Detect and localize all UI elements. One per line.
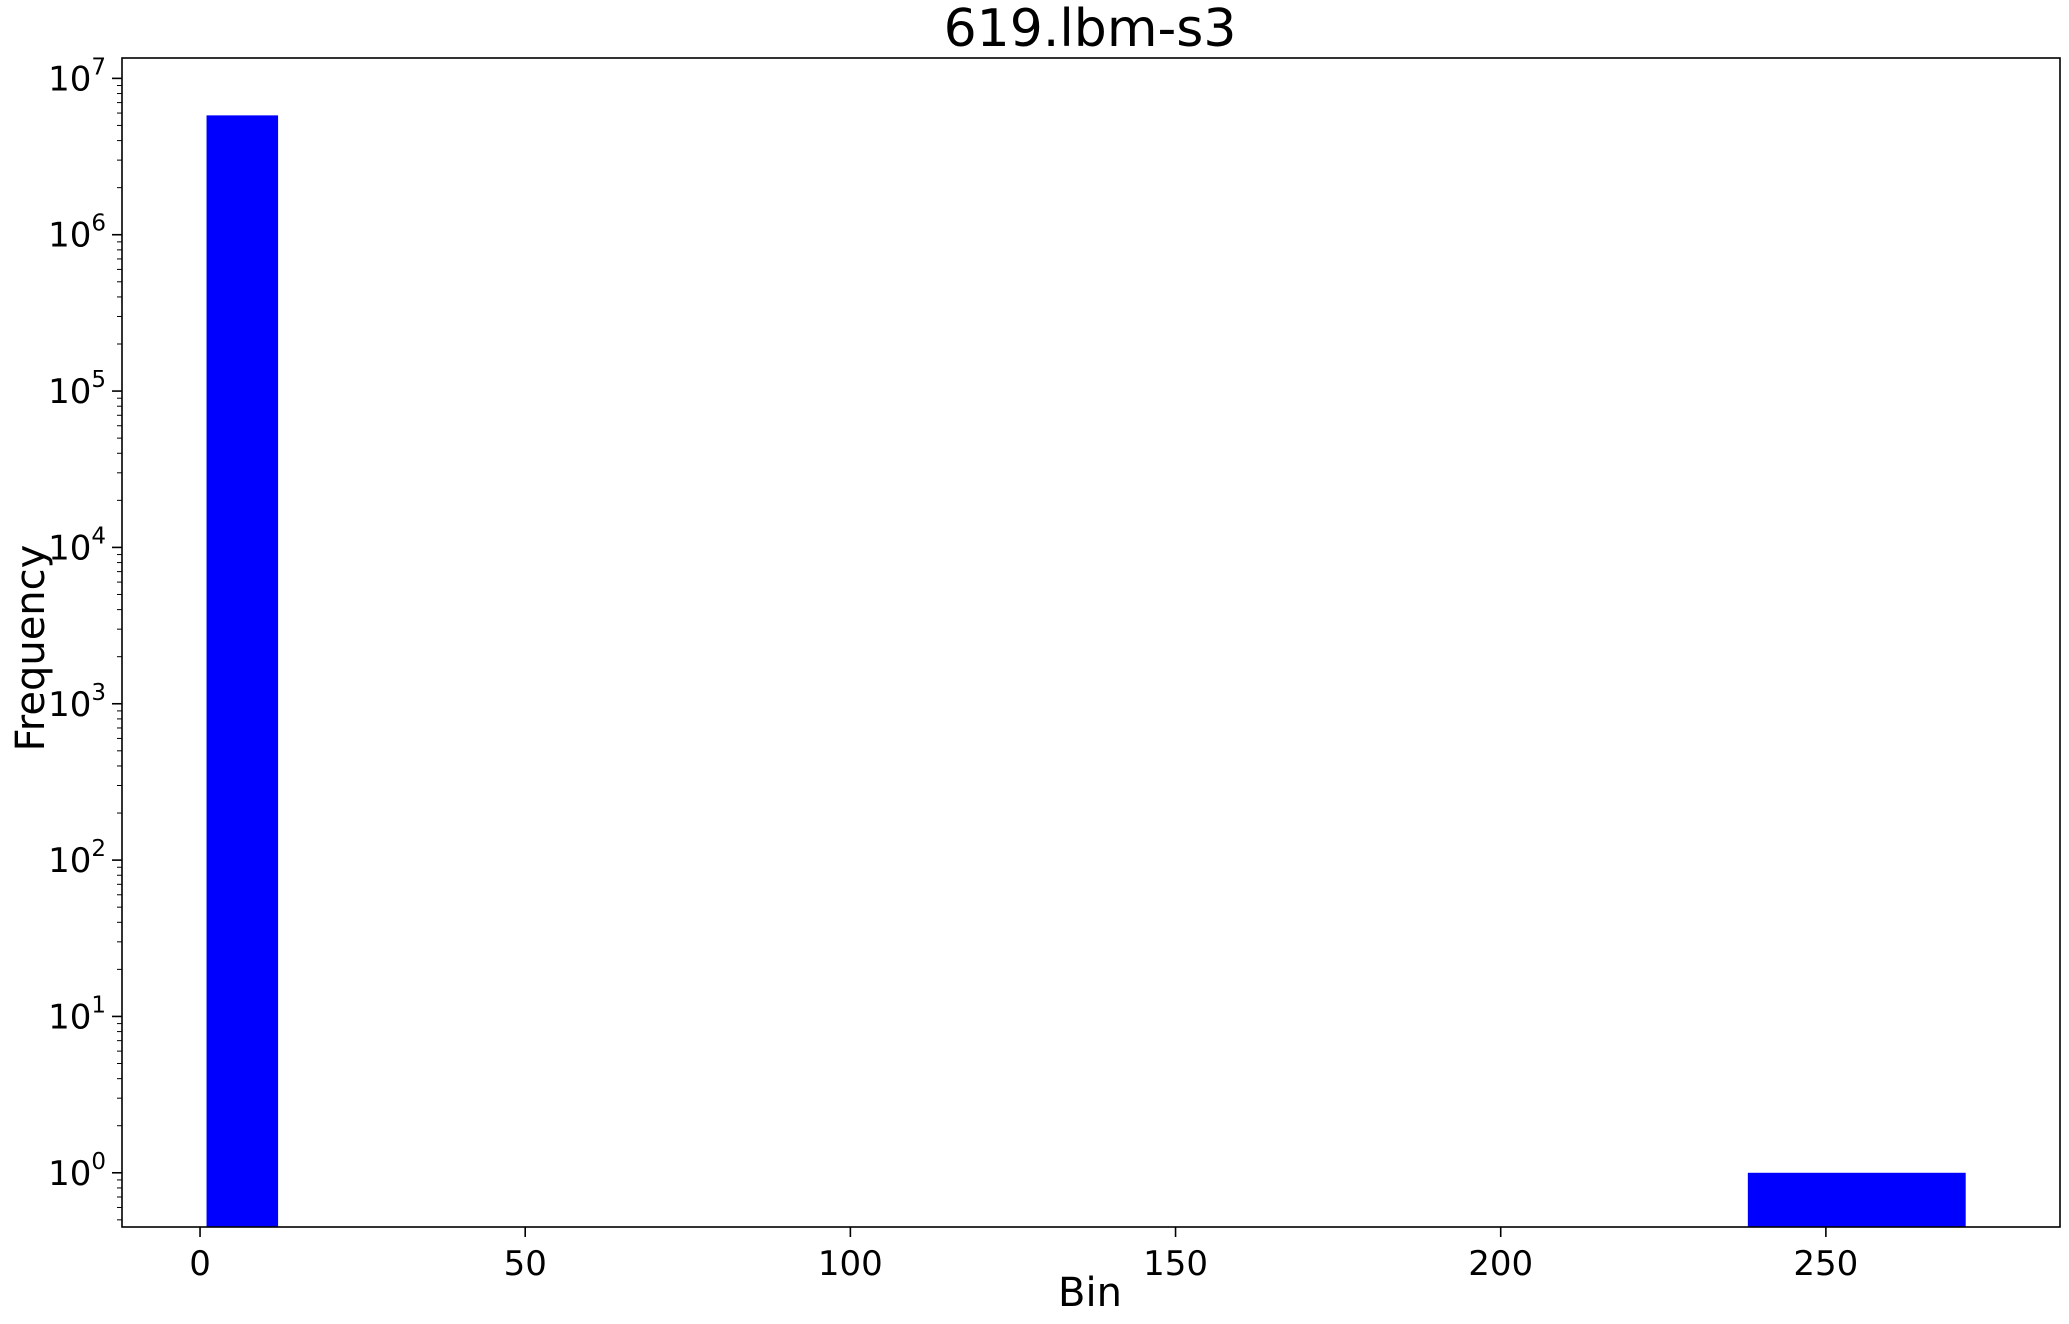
y-tick-label: 101 — [48, 992, 106, 1037]
y-tick-label: 103 — [48, 680, 106, 725]
x-axis-ticks: 0 50 100 150 200 250 — [189, 1227, 1858, 1284]
histogram-bar-1 — [1747, 1172, 1966, 1227]
y-tick-label: 107 — [48, 54, 106, 99]
bars-group — [206, 115, 1966, 1227]
x-tick-label: 100 — [818, 1244, 883, 1284]
y-tick-label: 104 — [48, 523, 106, 568]
x-tick-label: 0 — [189, 1244, 211, 1284]
y-tick-label: 100 — [48, 1149, 106, 1194]
x-tick-label: 250 — [1793, 1244, 1858, 1284]
y-axis-ticks: 100 101 102 103 104 105 106 107 — [48, 54, 122, 1221]
histogram-bar-0 — [206, 115, 279, 1227]
x-tick-label: 150 — [1143, 1244, 1208, 1284]
y-axis-label: Frequency — [8, 545, 54, 752]
y-tick-label: 102 — [48, 836, 106, 881]
y-tick-label: 105 — [48, 367, 106, 412]
x-axis-label: Bin — [1058, 1270, 1122, 1316]
x-tick-label: 50 — [504, 1244, 547, 1284]
x-tick-label: 200 — [1468, 1244, 1533, 1284]
y-tick-label: 106 — [48, 211, 106, 256]
plot-frame — [121, 57, 2061, 1228]
chart-title: 619.lbm-s3 — [944, 0, 1237, 59]
